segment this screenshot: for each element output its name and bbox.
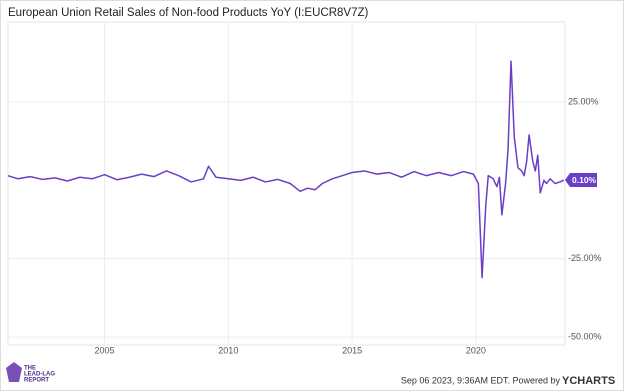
line — [7, 60, 565, 279]
y-tick-label: -50.00% — [568, 332, 602, 342]
brand: YCHARTS — [562, 375, 615, 387]
logo-icon — [6, 362, 22, 382]
x-tick-label: 2005 — [95, 345, 115, 355]
logo-text: REPORT — [24, 378, 49, 384]
value-label: 0.10% — [572, 175, 597, 185]
logo: THE LEAD-LAG REPORT — [6, 362, 55, 384]
plot-area — [7, 21, 566, 346]
logo-text: THE — [24, 366, 36, 372]
x-tick-label: 2010 — [218, 345, 238, 355]
x-tick-label: 2015 — [342, 345, 362, 355]
logo-text: LEAD-LAG — [24, 372, 55, 378]
y-tick-label: -25.00% — [568, 253, 602, 263]
value-label-box — [565, 173, 597, 188]
chart-title: European Union Retail Sales of Non-food … — [8, 7, 368, 19]
y-tick-label: 25.00% — [568, 96, 599, 106]
x-tick-label: 2020 — [466, 345, 486, 355]
footer: Sep 06 2023, 9:36AM EDT. Powered by — [401, 375, 561, 385]
